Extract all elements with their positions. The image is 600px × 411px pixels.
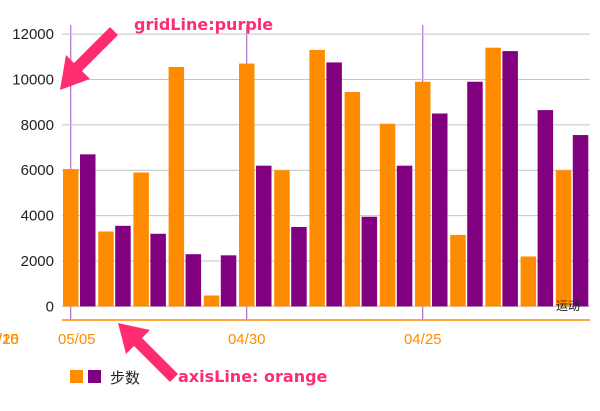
x-tick-label: 05/05	[58, 331, 96, 348]
legend-swatch-orange	[70, 370, 83, 383]
y-tick-label: 6000	[21, 162, 54, 179]
legend-swatch-purple	[88, 370, 101, 383]
x-axis-ticks: 05/05 04/30 04/25 04/2004/1504/10	[0, 331, 442, 348]
legend: 步数	[70, 370, 140, 387]
bar-orange	[203, 295, 220, 307]
y-tick-label: 12000	[12, 26, 54, 43]
bar-orange	[98, 231, 114, 307]
bar-purple	[115, 225, 131, 307]
bar-purple	[502, 51, 518, 307]
x-tick-label: 04/20	[0, 331, 19, 348]
x-tick-label: 04/30	[228, 331, 266, 348]
bar-purple	[256, 165, 272, 307]
y-tick-label: 8000	[21, 117, 54, 134]
bar-orange	[274, 170, 290, 307]
legend-label: 步数	[110, 370, 140, 387]
bar-purple	[361, 216, 378, 307]
annotation-axisline-text: axisLine: orange	[178, 367, 328, 386]
annotation-axisline: axisLine: orange	[118, 323, 328, 386]
annotation-gridline-text: gridLine:purple	[134, 15, 273, 34]
bar-orange	[415, 81, 431, 307]
bar-orange	[485, 47, 501, 307]
bar-orange	[520, 256, 537, 307]
x-tick-label: 04/25	[404, 331, 442, 348]
bar-orange	[344, 91, 361, 307]
bar-orange	[239, 63, 255, 307]
bar-orange	[168, 66, 185, 307]
bar-purple	[185, 254, 202, 307]
bar-purple	[432, 113, 448, 307]
bar-orange	[555, 170, 572, 307]
y-axis-ticks: 0 2000 4000 6000 8000 10000 12000	[12, 26, 54, 315]
y-tick-label: 10000	[12, 71, 54, 88]
bar-purple	[80, 154, 96, 307]
bar-purple	[150, 233, 166, 307]
bar-orange	[379, 123, 396, 307]
bar-purple	[326, 62, 342, 307]
bar-purple	[396, 165, 413, 307]
y-tick-label: 2000	[21, 253, 54, 270]
bar-purple	[291, 226, 307, 307]
annotation-gridline: gridLine:purple	[60, 15, 273, 90]
bar-purple	[572, 135, 589, 307]
bars	[63, 47, 589, 307]
x-tick-label: 04/10	[0, 331, 19, 348]
horizontal-grid	[62, 33, 590, 307]
annotation-arrow-up-left-icon	[118, 323, 178, 382]
bar-purple	[467, 81, 483, 307]
bar-orange	[133, 172, 149, 307]
bar-purple	[220, 255, 237, 307]
bar-orange	[309, 49, 325, 307]
bar-orange	[63, 169, 79, 307]
bar-orange	[450, 234, 466, 307]
y-unit-label: 运动	[556, 299, 580, 313]
annotation-arrow-up-left-icon	[60, 27, 118, 90]
bar-purple	[537, 110, 554, 307]
y-tick-label: 4000	[21, 208, 54, 225]
y-tick-label: 0	[46, 298, 54, 315]
x-tick-label: 04/15	[0, 331, 19, 348]
